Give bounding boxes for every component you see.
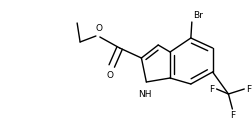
Text: F: F <box>246 84 251 93</box>
Text: F: F <box>209 84 215 93</box>
Text: NH: NH <box>138 90 151 99</box>
Text: O: O <box>96 24 102 33</box>
Text: O: O <box>106 71 113 80</box>
Text: F: F <box>230 111 235 120</box>
Text: Br: Br <box>193 11 203 20</box>
